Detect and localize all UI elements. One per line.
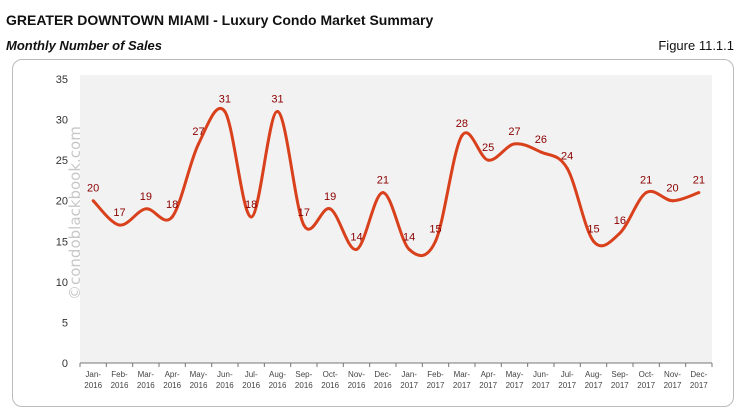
data-label: 27 <box>508 126 520 138</box>
data-label: 20 <box>666 183 678 195</box>
data-point <box>539 150 543 154</box>
x-tick-label: Aug-2017 <box>585 370 603 390</box>
x-tick-label: Sep-2017 <box>611 370 629 390</box>
data-point <box>328 207 332 211</box>
data-point <box>618 231 622 235</box>
data-point <box>671 199 674 203</box>
x-tick-label: Jul-2016 <box>242 370 260 390</box>
data-label: 18 <box>245 199 257 211</box>
x-tick-label: May-2016 <box>190 370 208 390</box>
data-point <box>513 142 516 146</box>
y-tick-label: 10 <box>56 277 68 289</box>
x-tick-label: Jul-2017 <box>558 370 576 390</box>
watermark: ©condoblackbook.com <box>66 126 84 300</box>
data-point <box>91 199 95 203</box>
data-label: 31 <box>271 93 283 105</box>
data-point <box>118 223 121 227</box>
x-tick-label: Jan-2017 <box>400 370 418 390</box>
x-tick-label: May-2017 <box>506 370 524 390</box>
x-tick-label: Mar-2017 <box>453 370 471 390</box>
data-label: 28 <box>456 118 468 130</box>
data-label: 14 <box>350 231 362 243</box>
data-label: 20 <box>87 183 99 195</box>
x-tick-label: Jun-2017 <box>532 370 550 390</box>
data-label: 19 <box>324 191 336 203</box>
data-point <box>434 239 437 243</box>
data-point <box>170 215 174 219</box>
data-point <box>486 158 490 162</box>
data-point <box>381 191 385 195</box>
x-tick-label: Mar-2016 <box>137 370 155 390</box>
data-label: 31 <box>219 93 231 105</box>
x-tick-label: Feb-2017 <box>427 370 445 390</box>
data-label: 14 <box>403 231 415 243</box>
data-label: 27 <box>192 126 204 138</box>
data-label: 15 <box>429 223 441 235</box>
data-label: 26 <box>535 134 547 146</box>
figure-number: Figure 11.1.1 <box>658 38 734 53</box>
data-label: 24 <box>561 150 573 162</box>
page-title: GREATER DOWNTOWN MIAMI - Luxury Condo Ma… <box>6 12 434 28</box>
x-tick-label: Nov-2016 <box>348 370 366 390</box>
data-point <box>697 191 701 195</box>
y-tick-label: 5 <box>62 317 68 329</box>
x-tick-label: Oct-2016 <box>321 370 339 390</box>
data-point <box>407 247 411 251</box>
y-tick-label: 20 <box>56 196 68 208</box>
data-label: 16 <box>614 215 626 227</box>
x-tick-label: Nov-2017 <box>664 370 682 390</box>
data-point <box>144 207 148 211</box>
data-point <box>197 142 200 146</box>
x-tick-label: Sep-2016 <box>295 370 313 390</box>
data-label: 21 <box>693 175 705 187</box>
data-label: 17 <box>298 207 310 219</box>
y-tick-label: 25 <box>56 155 68 167</box>
data-point <box>249 215 253 219</box>
data-label: 15 <box>587 223 599 235</box>
data-label: 17 <box>113 207 125 219</box>
y-tick-label: 0 <box>62 358 68 370</box>
x-tick-label: Apr-2016 <box>163 370 181 390</box>
x-tick-label: Apr-2017 <box>479 370 497 390</box>
chart-frame <box>12 59 734 407</box>
data-label: 21 <box>377 175 389 187</box>
x-tick-label: Dec-2016 <box>374 370 392 390</box>
y-tick-label: 35 <box>56 74 68 86</box>
x-tick-label: Aug-2016 <box>269 370 287 390</box>
x-tick-label: Dec-2017 <box>690 370 708 390</box>
y-tick-label: 15 <box>56 236 68 248</box>
x-tick-label: Oct-2017 <box>637 370 655 390</box>
data-label: 18 <box>166 199 178 211</box>
x-tick-label: Feb-2016 <box>111 370 129 390</box>
data-point <box>565 166 569 170</box>
data-label: 25 <box>482 142 494 154</box>
data-point <box>644 191 648 195</box>
data-label: 19 <box>140 191 152 203</box>
data-point <box>355 247 358 251</box>
data-point <box>276 109 279 113</box>
chart-subtitle: Monthly Number of Sales <box>6 38 163 53</box>
data-point <box>592 239 595 243</box>
data-point <box>460 134 464 138</box>
x-tick-label: Jun-2016 <box>216 370 234 390</box>
x-tick-label: Jan-2016 <box>84 370 102 390</box>
data-point <box>223 109 227 113</box>
data-point <box>302 223 306 227</box>
data-label: 21 <box>640 175 652 187</box>
y-tick-label: 30 <box>56 115 68 127</box>
